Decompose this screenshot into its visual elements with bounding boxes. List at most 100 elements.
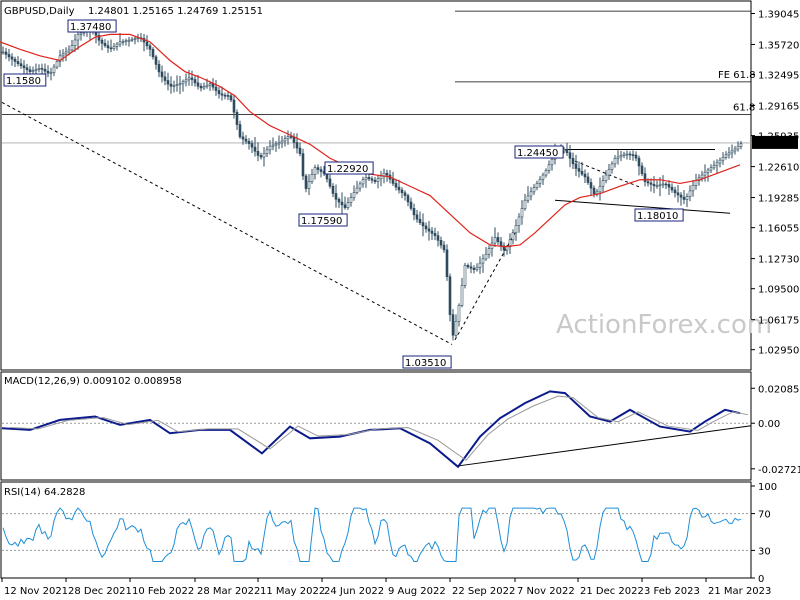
candle-body (247, 141, 251, 144)
candle-body (262, 153, 266, 158)
candle-body (424, 225, 428, 230)
candle-body (574, 163, 578, 169)
candle-body (67, 49, 71, 53)
candle-body (190, 77, 194, 80)
candle-body (361, 179, 365, 185)
candle-body (349, 197, 353, 203)
candle-body (241, 136, 245, 140)
candle-body (250, 143, 254, 148)
candle-body (229, 95, 233, 101)
candle-body (394, 183, 398, 188)
candle-body (16, 61, 20, 64)
macd-axis: 0.020858 0.00 -0.027213 (751, 384, 800, 476)
candle-body (445, 249, 449, 278)
candle-body (337, 198, 341, 203)
candle-body (676, 192, 680, 196)
candle-body (76, 34, 80, 41)
candle-body (604, 174, 608, 181)
macd-tick-label: 0.020858 (758, 384, 800, 395)
trend-line-dashed (1, 101, 453, 345)
key-point-label: 1.37480 (70, 22, 111, 33)
candle-body (730, 150, 734, 154)
candle-body (370, 178, 374, 181)
date-tick-label: 10 Feb 2022 (132, 586, 194, 597)
price-axis: 1.390451.357201.324951.291651.259351.226… (751, 9, 799, 357)
rsi-tick-label: 0 (758, 574, 764, 585)
date-tick-label: 3 Feb 2023 (644, 586, 700, 597)
signal-line (9, 395, 749, 461)
candle-body (478, 262, 482, 268)
candle-body (34, 69, 38, 71)
candle-body (259, 155, 263, 158)
candle-body (448, 276, 452, 315)
level-label: FE 61.8 (718, 70, 756, 81)
header-symbol: GBPUSD,Daily (4, 6, 75, 17)
candle-body (451, 314, 455, 336)
candle-body (670, 186, 674, 191)
candle-body (115, 43, 119, 47)
candle-body (166, 80, 170, 85)
candle-body (133, 38, 137, 40)
candle-body (709, 167, 713, 171)
candle-body (505, 246, 509, 251)
candle-body (619, 155, 623, 158)
candle-body (271, 144, 275, 147)
candle-body (733, 148, 737, 152)
candle-body (694, 180, 698, 186)
price-tick-label: 1.35720 (758, 40, 799, 51)
candle-body (55, 61, 59, 68)
candle-body (421, 222, 425, 227)
candle-body (457, 305, 461, 322)
rsi-panel-frame (0, 481, 752, 579)
key-point-label: 1.1580 (6, 76, 41, 87)
candle-body (475, 266, 479, 270)
candle-body (64, 51, 68, 55)
candle-body (31, 70, 35, 72)
key-point-label: 1.03510 (405, 358, 446, 369)
price-tick-label: 1.12730 (758, 255, 799, 266)
key-point-label: 1.17590 (301, 216, 342, 227)
candle-body (46, 70, 50, 74)
candle-body (436, 235, 440, 241)
macd-tick-label: 0.00 (758, 419, 780, 430)
candle-body (640, 165, 644, 175)
trend-lines (1, 101, 731, 345)
candle-body (523, 199, 527, 209)
candle-body (169, 83, 173, 87)
candle-body (439, 240, 443, 246)
candle-body (268, 145, 272, 151)
candle-body (661, 183, 665, 186)
candle-body (13, 58, 17, 62)
candle-body (739, 143, 743, 147)
candle-body (130, 39, 134, 41)
candle-body (7, 54, 11, 58)
rsi-axis: 100 70 30 0 (751, 482, 777, 585)
candle-body (214, 86, 218, 91)
candle-body (301, 153, 305, 177)
candle-body (703, 171, 707, 176)
candle-body (127, 39, 131, 42)
candle-body (721, 157, 725, 161)
candle-body (232, 99, 236, 113)
candle-body (238, 124, 242, 138)
candle-body (508, 239, 512, 248)
candle-body (313, 167, 317, 175)
candle-body (628, 153, 632, 156)
candle-body (415, 214, 419, 220)
price-tick-label: 1.32495 (758, 71, 799, 82)
key-point-box (402, 355, 452, 369)
candle-body (187, 77, 191, 81)
candle-body (286, 136, 290, 140)
candle-body (391, 178, 395, 184)
candle-body (178, 83, 182, 86)
candle-body (454, 320, 458, 336)
candle-body (256, 151, 260, 156)
candle-body (493, 237, 497, 244)
rsi-tick-label: 30 (758, 546, 771, 557)
key-point-box (514, 145, 564, 159)
candle-body (532, 187, 536, 193)
candle-body (379, 175, 383, 180)
candle-body (571, 157, 575, 165)
candle-body (154, 56, 158, 65)
candle-body (682, 196, 686, 200)
